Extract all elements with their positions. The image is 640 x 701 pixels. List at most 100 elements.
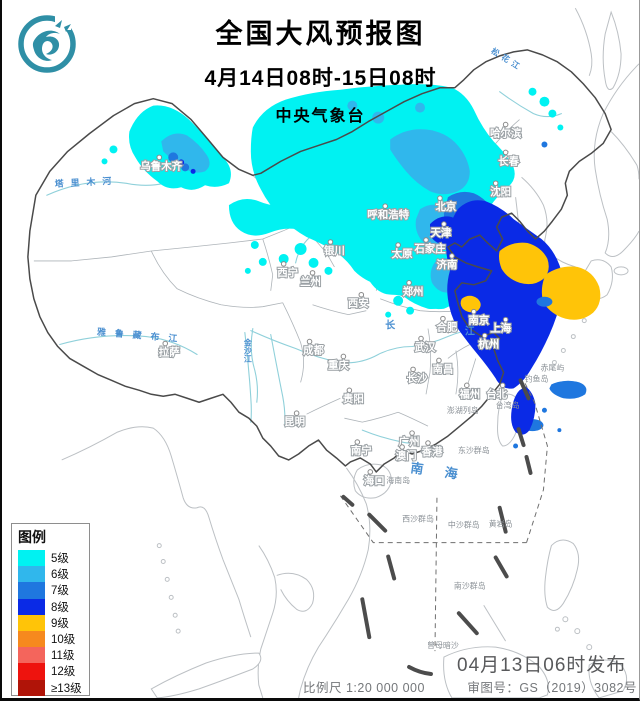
feature-label: 海南岛	[386, 475, 410, 485]
city-label: 台北	[486, 387, 507, 400]
legend-label: 6级	[51, 569, 69, 582]
city-label: 重庆	[328, 358, 349, 371]
city-marker	[309, 270, 316, 276]
city-marker	[423, 237, 429, 243]
city-label: 武汉	[415, 340, 436, 353]
city-label: 郑州	[403, 285, 424, 298]
water-label: 金沙江	[242, 338, 252, 364]
legend-item: ≥13级	[18, 679, 89, 696]
legend-item: 7级	[18, 582, 89, 599]
city-label: 长春	[498, 154, 519, 167]
feature-label: 西沙群岛	[402, 514, 434, 524]
legend-swatch	[18, 582, 45, 599]
city-label: 南宁	[351, 444, 372, 457]
city-marker	[502, 316, 509, 323]
city-marker	[367, 469, 374, 475]
city-marker	[280, 261, 287, 267]
city-marker	[306, 338, 313, 345]
legend-label: ≥13级	[51, 682, 82, 695]
city-label: 成都	[303, 343, 324, 356]
legend-title: 图例	[18, 529, 46, 545]
issue-time: 04月13日06时发布	[457, 655, 627, 676]
city-marker	[481, 332, 488, 339]
city-marker	[437, 195, 443, 201]
city-marker	[440, 315, 446, 322]
water-label: 南 海	[410, 460, 468, 483]
city-marker	[436, 357, 442, 364]
legend-items: 5级 6级 7级 8级 9级 10级 11级 12级 ≥13级	[18, 550, 89, 696]
water-label: 雅鲁藏布江	[96, 326, 187, 345]
city-marker	[293, 410, 300, 416]
city-marker	[499, 382, 506, 389]
water-label: 塔里木河	[54, 175, 118, 189]
city-label: 天津	[430, 226, 451, 239]
city-label: 北京	[435, 200, 456, 213]
city-label: 南昌	[432, 362, 453, 375]
legend-label: 7级	[51, 585, 69, 598]
feature-label: 黄岩岛	[489, 519, 513, 529]
city-label: 拉萨	[159, 345, 180, 358]
legend-swatch	[18, 663, 45, 680]
legend-label: 10级	[51, 634, 76, 647]
city-label: 哈尔滨	[490, 127, 522, 140]
legend-item: 10级	[18, 630, 89, 648]
feature-label: 曾母暗沙	[427, 640, 459, 650]
city-marker	[409, 430, 415, 436]
city-label: 兰州	[300, 275, 321, 288]
city-label: 合肥	[435, 321, 457, 334]
wind-patches-level9	[460, 242, 601, 320]
city-label: 上海	[490, 322, 511, 335]
approval-number: 审图号：GS（2019）3082号	[467, 681, 637, 695]
legend-swatch	[18, 598, 45, 615]
city-marker	[358, 291, 365, 298]
city-marker	[449, 253, 455, 259]
city-label: 银川	[324, 244, 345, 257]
city-marker	[340, 353, 347, 360]
city-marker	[425, 440, 431, 446]
legend-swatch	[18, 630, 45, 648]
legend-label: 12级	[51, 666, 76, 679]
legend-swatch	[18, 647, 45, 664]
city-label: 杭州	[478, 338, 499, 351]
legend-swatch	[18, 550, 45, 567]
city-label: 乌鲁木齐	[140, 159, 182, 172]
feature-label: 赤尾屿	[540, 363, 564, 372]
city-marker	[162, 340, 169, 347]
nine-dash-line	[339, 378, 548, 676]
legend-item: 5级	[18, 550, 89, 567]
city-label: 贵阳	[343, 392, 364, 405]
city-marker	[502, 149, 509, 156]
city-label: 南京	[468, 314, 489, 327]
city-label: 澳门	[396, 449, 417, 462]
cma-dragon-logo	[18, 15, 76, 73]
legend-item: 9级	[18, 614, 89, 631]
legend-swatch	[18, 679, 45, 696]
city-marker	[395, 242, 401, 248]
legend-box: 图例 5级 6级 7级 8级 9级 10级 11级 12级 ≥13级	[11, 523, 90, 696]
feature-label: 中沙群岛	[448, 520, 480, 530]
city-marker	[327, 239, 334, 245]
china-national-border	[27, 49, 612, 473]
city-marker	[346, 387, 353, 394]
scale-label: 比例尺 1:20 000 000	[303, 681, 425, 695]
city-marker	[156, 154, 163, 161]
legend-swatch	[18, 614, 45, 631]
city-label: 香港	[421, 445, 443, 458]
city-marker	[492, 180, 499, 187]
city-marker	[399, 444, 405, 450]
legend-swatch	[18, 566, 45, 583]
city-marker	[382, 203, 388, 209]
city-marker	[502, 121, 509, 128]
legend-label: 5级	[51, 553, 69, 566]
city-label: 济南	[436, 258, 457, 271]
legend-label: 11级	[51, 650, 75, 663]
map-footer: 比例尺 1:20 000 000 审图号：GS（2019）3082号	[303, 677, 637, 696]
water-label: 松花江	[489, 46, 525, 73]
city-marker	[418, 335, 424, 342]
feature-label: 南沙群岛	[454, 580, 486, 590]
city-marker	[464, 382, 470, 389]
city-label: 太原	[391, 247, 413, 260]
